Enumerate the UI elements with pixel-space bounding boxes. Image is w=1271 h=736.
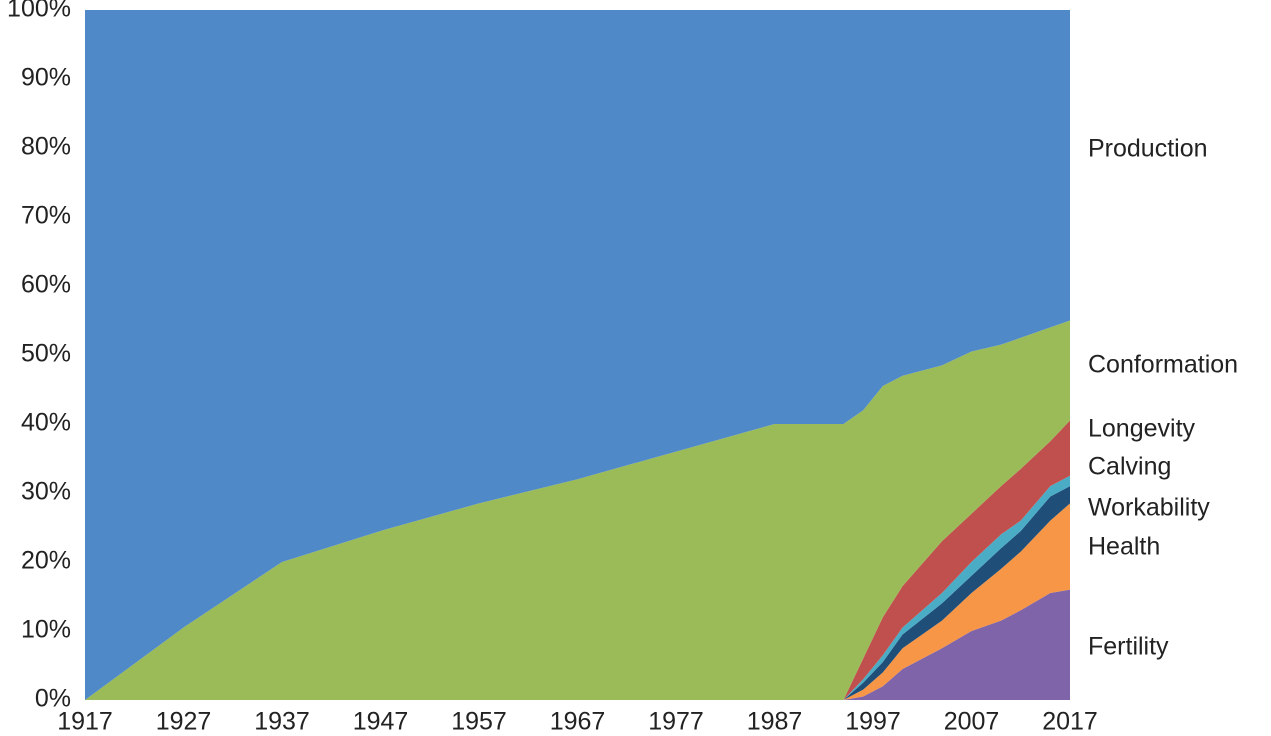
area xyxy=(85,589,1070,700)
area xyxy=(85,10,1070,700)
x-tick-label: 1927 xyxy=(156,708,212,736)
x-tick-label: 1917 xyxy=(57,708,113,736)
y-tick-label: 90% xyxy=(21,64,71,92)
y-tick-label: 0% xyxy=(35,685,71,713)
y-tick-label: 80% xyxy=(21,133,71,161)
x-tick-label: 1947 xyxy=(353,708,409,736)
series-label: Production xyxy=(1088,135,1208,163)
x-tick-label: 1997 xyxy=(845,708,901,736)
y-tick-label: 100% xyxy=(7,0,71,23)
y-tick-label: 70% xyxy=(21,202,71,230)
x-tick-label: 1937 xyxy=(254,708,310,736)
series-label: Conformation xyxy=(1088,351,1238,379)
x-tick-label: 1957 xyxy=(451,708,507,736)
x-tick-label: 1987 xyxy=(747,708,803,736)
x-tick-label: 1977 xyxy=(648,708,704,736)
series-label: Workability xyxy=(1088,494,1210,522)
series-label: Longevity xyxy=(1088,415,1196,443)
series-label: Calving xyxy=(1088,453,1171,481)
y-tick-label: 20% xyxy=(21,547,71,575)
x-tick-label: 2017 xyxy=(1042,708,1098,736)
x-tick-label: 1967 xyxy=(550,708,606,736)
area xyxy=(85,320,1070,700)
y-tick-label: 30% xyxy=(21,478,71,506)
y-tick-label: 10% xyxy=(21,616,71,644)
y-tick-label: 50% xyxy=(21,340,71,368)
y-tick-label: 60% xyxy=(21,271,71,299)
y-tick-label: 40% xyxy=(21,409,71,437)
series-label: Fertility xyxy=(1088,633,1169,661)
series-label: Health xyxy=(1088,533,1160,561)
x-tick-label: 2007 xyxy=(944,708,1000,736)
